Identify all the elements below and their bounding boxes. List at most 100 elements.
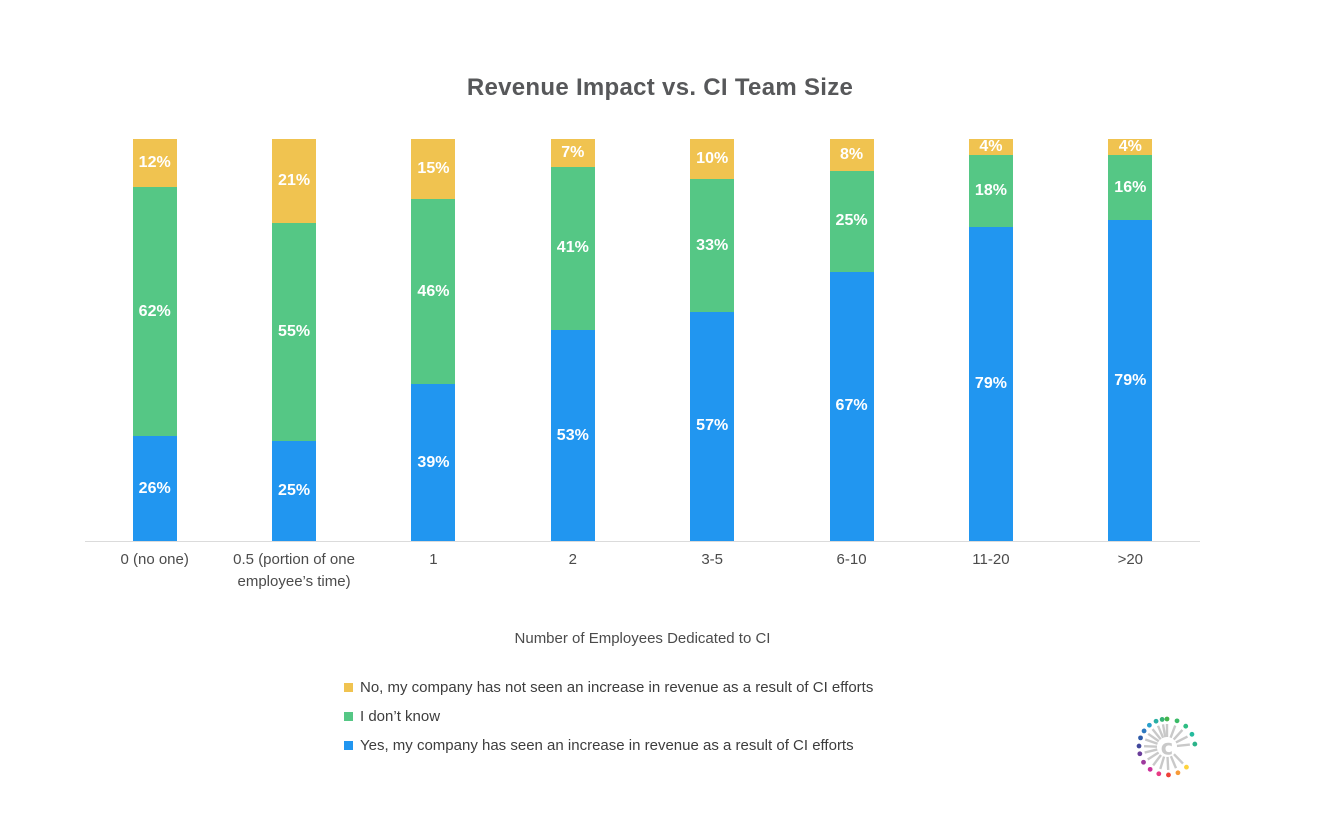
logo-dot <box>1192 741 1198 747</box>
legend-item: I don’t know <box>344 707 873 726</box>
logo-ray <box>1161 724 1167 738</box>
x-tick-row: 0 (no one) 0.5 (portion of one employee’s… <box>85 549 1200 593</box>
logo-ray <box>1147 732 1160 743</box>
x-tick-label: 0 (no one) <box>120 551 189 568</box>
value-label: 25% <box>278 482 311 500</box>
logo-dot <box>1141 759 1146 765</box>
bar-segment: 12% <box>132 139 177 188</box>
logo-dot <box>1159 717 1165 722</box>
bar-segment: 4% <box>968 137 1013 155</box>
value-label: 21% <box>278 171 311 189</box>
x-tick-label: 6-10 <box>836 551 867 568</box>
legend-item: No, my company has not seen an increase … <box>344 678 873 697</box>
value-label: 25% <box>835 212 868 230</box>
x-axis-title: Number of Employees Dedicated to CI <box>514 630 771 647</box>
bar-segment: 67% <box>829 271 874 541</box>
stacked-bar: 8% 25% 67% <box>829 139 874 541</box>
stacked-bar: 4% 16% 79% <box>1108 138 1153 541</box>
logo-ray <box>1144 738 1158 745</box>
bar-segment: 8% <box>829 139 874 172</box>
x-tick-label: 1 <box>429 551 438 568</box>
logo-dot <box>1184 764 1189 770</box>
value-label: 7% <box>561 143 585 161</box>
value-label: 8% <box>840 146 864 164</box>
logo-dot <box>1183 723 1189 729</box>
logo-dot <box>1174 718 1180 724</box>
bar-segment: 79% <box>968 226 1013 541</box>
legend-label: Yes, my company has seen an increase in … <box>360 737 854 754</box>
logo-dot <box>1153 718 1159 724</box>
value-label: 15% <box>417 160 450 178</box>
logo-dot <box>1141 728 1147 734</box>
value-label: 12% <box>138 154 171 172</box>
x-tick-label: >20 <box>1117 551 1144 568</box>
logo-dot <box>1175 770 1181 776</box>
x-tick-label: 2 <box>568 551 577 568</box>
logo-ray <box>1169 755 1178 769</box>
logo-ray <box>1147 751 1160 761</box>
value-label: 79% <box>1114 371 1147 389</box>
logo-dot <box>1146 722 1152 728</box>
legend-swatch <box>344 683 353 692</box>
bar-segment: 15% <box>411 139 456 200</box>
bar-segment: 7% <box>550 139 595 167</box>
x-tick-label: 3-5 <box>701 551 724 568</box>
logo-dot <box>1147 766 1153 772</box>
logo-ray <box>1152 754 1162 767</box>
logo-ray <box>1172 729 1184 741</box>
value-label: 39% <box>417 453 450 471</box>
value-label: 62% <box>138 302 171 320</box>
stacked-bar: 7% 41% 53% <box>550 139 595 541</box>
value-label: 26% <box>138 479 171 497</box>
logo-dot <box>1137 751 1143 757</box>
logo-dot <box>1166 772 1171 778</box>
bar-column: 15% 46% 39% <box>364 139 503 541</box>
bar-segment: 25% <box>272 441 317 541</box>
value-label: 41% <box>556 239 589 257</box>
value-label: 16% <box>1114 178 1147 196</box>
value-label: 10% <box>696 150 729 168</box>
plot-area: 12% 62% 26% 21% 55% 25% 15% 46% 39% 7% 41% 53% 10% 33… <box>85 137 1200 541</box>
logo-dot <box>1164 716 1170 722</box>
bar-segment: 79% <box>1108 220 1153 541</box>
value-label: 79% <box>974 374 1007 392</box>
bar-segment: 25% <box>829 171 874 272</box>
stacked-bar: 21% 55% 25% <box>272 139 317 541</box>
bar-segment: 41% <box>550 166 595 331</box>
bar-column: 4% 16% 79% <box>1061 139 1200 541</box>
bar-segment: 26% <box>132 436 177 541</box>
bar-segment: 21% <box>272 139 317 223</box>
bar-column: 12% 62% 26% <box>85 139 224 541</box>
stacked-bar: 15% 46% 39% <box>411 139 456 541</box>
value-label: 55% <box>278 323 311 341</box>
stacked-bar: 4% 18% 79% <box>968 137 1013 541</box>
bar-segment: 46% <box>411 199 456 385</box>
stacked-bar: 10% 33% 57% <box>690 139 735 541</box>
legend-swatch <box>344 741 353 750</box>
bar-column: 4% 18% 79% <box>921 137 1060 541</box>
logo-dot <box>1156 771 1162 777</box>
logo-dot <box>1138 735 1143 741</box>
bar-segment: 18% <box>968 154 1013 227</box>
x-axis-line <box>85 541 1200 542</box>
x-tick-label: 11-20 <box>972 551 1010 568</box>
legend-item: Yes, my company has seen an increase in … <box>344 736 873 755</box>
bar-segment: 39% <box>411 384 456 541</box>
value-label: 4% <box>1118 138 1142 156</box>
value-label: 18% <box>974 181 1007 199</box>
bar-column: 10% 33% 57% <box>643 139 782 541</box>
bar-segment: 57% <box>690 311 735 541</box>
chart-title: Revenue Impact vs. CI Team Size <box>466 74 854 101</box>
x-tick-label: 0.5 (portion of one employee’s time) <box>233 551 355 590</box>
legend-label: No, my company has not seen an increase … <box>360 679 874 696</box>
logo-ray <box>1159 756 1166 770</box>
bar-column: 7% 41% 53% <box>503 139 642 541</box>
value-label: 4% <box>979 137 1003 155</box>
logo-ray <box>1176 743 1190 748</box>
logo-ray <box>1175 735 1189 744</box>
logo-ray <box>1166 756 1170 771</box>
value-label: 33% <box>696 236 729 254</box>
bar-segment: 62% <box>132 187 177 437</box>
bar-segment: 4% <box>1108 138 1153 156</box>
